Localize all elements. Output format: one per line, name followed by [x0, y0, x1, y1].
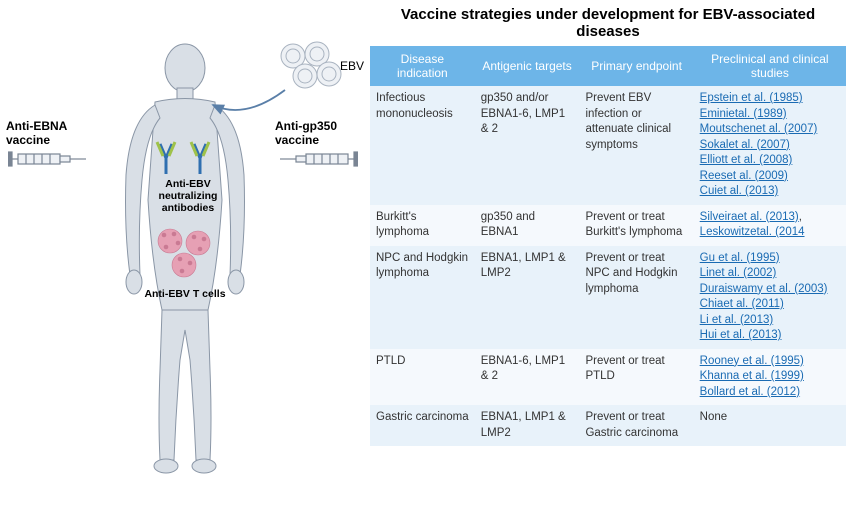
- table-cell: Burkitt's lymphoma: [370, 205, 475, 246]
- table-row: Burkitt's lymphomagp350 and EBNA1Prevent…: [370, 205, 846, 246]
- reference-link[interactable]: Reeset al. (2009): [700, 170, 788, 182]
- right-syringe-label: Anti-gp350 vaccine: [275, 120, 365, 148]
- table-panel: Vaccine strategies under development for…: [370, 0, 850, 509]
- tcell-label: Anti-EBV T cells: [135, 288, 235, 300]
- table-cell-refs: None: [694, 405, 846, 446]
- reference-link[interactable]: Cuiet al. (2013): [700, 185, 779, 197]
- table-cell: Infectious mononucleosis: [370, 86, 475, 205]
- main-title: Vaccine strategies under development for…: [370, 6, 846, 40]
- antibody-label: Anti-EBV neutralizing antibodies: [148, 178, 228, 214]
- antibodies-icon: [150, 140, 220, 180]
- table-row: NPC and Hodgkin lymphomaEBNA1, LMP1 & LM…: [370, 246, 846, 349]
- reference-text: None: [700, 411, 728, 423]
- reference-link[interactable]: Silveiraet al. (2013): [700, 211, 799, 223]
- table-cell: Prevent or treat NPC and Hodgkin lymphom…: [579, 246, 693, 349]
- reference-link[interactable]: Elliott et al. (2008): [700, 154, 793, 166]
- reference-link[interactable]: Sokalet al. (2007): [700, 139, 790, 151]
- table-cell: Prevent EBV infection or attenuate clini…: [579, 86, 693, 205]
- table-cell-refs: Epstein et al. (1985) Eminietal. (1989) Mo…: [694, 86, 846, 205]
- reference-link[interactable]: Leskowitzetal. (2014: [700, 226, 805, 238]
- table-cell: Prevent or treat Burkitt's lymphoma: [579, 205, 693, 246]
- reference-link[interactable]: Duraiswamy et al. (2003): [700, 283, 828, 295]
- table-header: Antigenic targets: [475, 46, 580, 86]
- table-cell: EBNA1, LMP1 & LMP2: [475, 405, 580, 446]
- reference-link[interactable]: Li et al. (2013): [700, 314, 774, 326]
- table-row: Gastric carcinomaEBNA1, LMP1 & LMP2Preve…: [370, 405, 846, 446]
- reference-link[interactable]: Linet al. (2002): [700, 267, 777, 279]
- table-header: Disease indication: [370, 46, 475, 86]
- table-cell: gp350 and EBNA1: [475, 205, 580, 246]
- table-cell-refs: Silveiraet al. (2013), Leskowitzetal. (2…: [694, 205, 846, 246]
- reference-link[interactable]: Eminietal. (1989): [700, 108, 787, 120]
- reference-text: ,: [799, 211, 802, 223]
- reference-link[interactable]: Hui et al. (2013): [700, 329, 782, 341]
- table-cell-refs: Rooney et al. (1995) Khanna et al. (1999)…: [694, 349, 846, 406]
- ebv-label: EBV: [340, 60, 364, 74]
- reference-link[interactable]: Gu et al. (1995): [700, 252, 780, 264]
- right-syringe-icon: [278, 148, 358, 170]
- table-cell: Prevent or treat PTLD: [579, 349, 693, 406]
- table-row: Infectious mononucleosisgp350 and/or EBN…: [370, 86, 846, 205]
- reference-link[interactable]: Bollard et al. (2012): [700, 386, 800, 398]
- reference-link[interactable]: Epstein et al. (1985): [700, 92, 803, 104]
- table-cell: PTLD: [370, 349, 475, 406]
- left-syringe-icon: [8, 148, 88, 170]
- table-cell: NPC and Hodgkin lymphoma: [370, 246, 475, 349]
- reference-link[interactable]: Moutschenet al. (2007): [700, 123, 818, 135]
- table-row: PTLDEBNA1-6, LMP1 & 2Prevent or treat PT…: [370, 349, 846, 406]
- table-cell: Prevent or treat Gastric carcinoma: [579, 405, 693, 446]
- reference-link[interactable]: Khanna et al. (1999): [700, 370, 804, 382]
- vaccine-table: Disease indicationAntigenic targetsPrima…: [370, 46, 846, 446]
- table-header: Preclinical and clinical studies: [694, 46, 846, 86]
- table-cell: Gastric carcinoma: [370, 405, 475, 446]
- left-syringe-label: Anti-EBNA vaccine: [6, 120, 96, 148]
- table-cell: gp350 and/or EBNA1-6, LMP1 & 2: [475, 86, 580, 205]
- table-header: Primary endpoint: [579, 46, 693, 86]
- table-cell-refs: Gu et al. (1995) Linet al. (2002) Duraiswa…: [694, 246, 846, 349]
- reference-link[interactable]: Rooney et al. (1995): [700, 355, 804, 367]
- table-cell: EBNA1, LMP1 & LMP2: [475, 246, 580, 349]
- reference-link[interactable]: Chiaet al. (2011): [700, 298, 784, 310]
- table-cell: EBNA1-6, LMP1 & 2: [475, 349, 580, 406]
- tcells-icon: [150, 225, 220, 285]
- diagram-panel: EBV Anti-EBNA vaccine: [0, 0, 370, 509]
